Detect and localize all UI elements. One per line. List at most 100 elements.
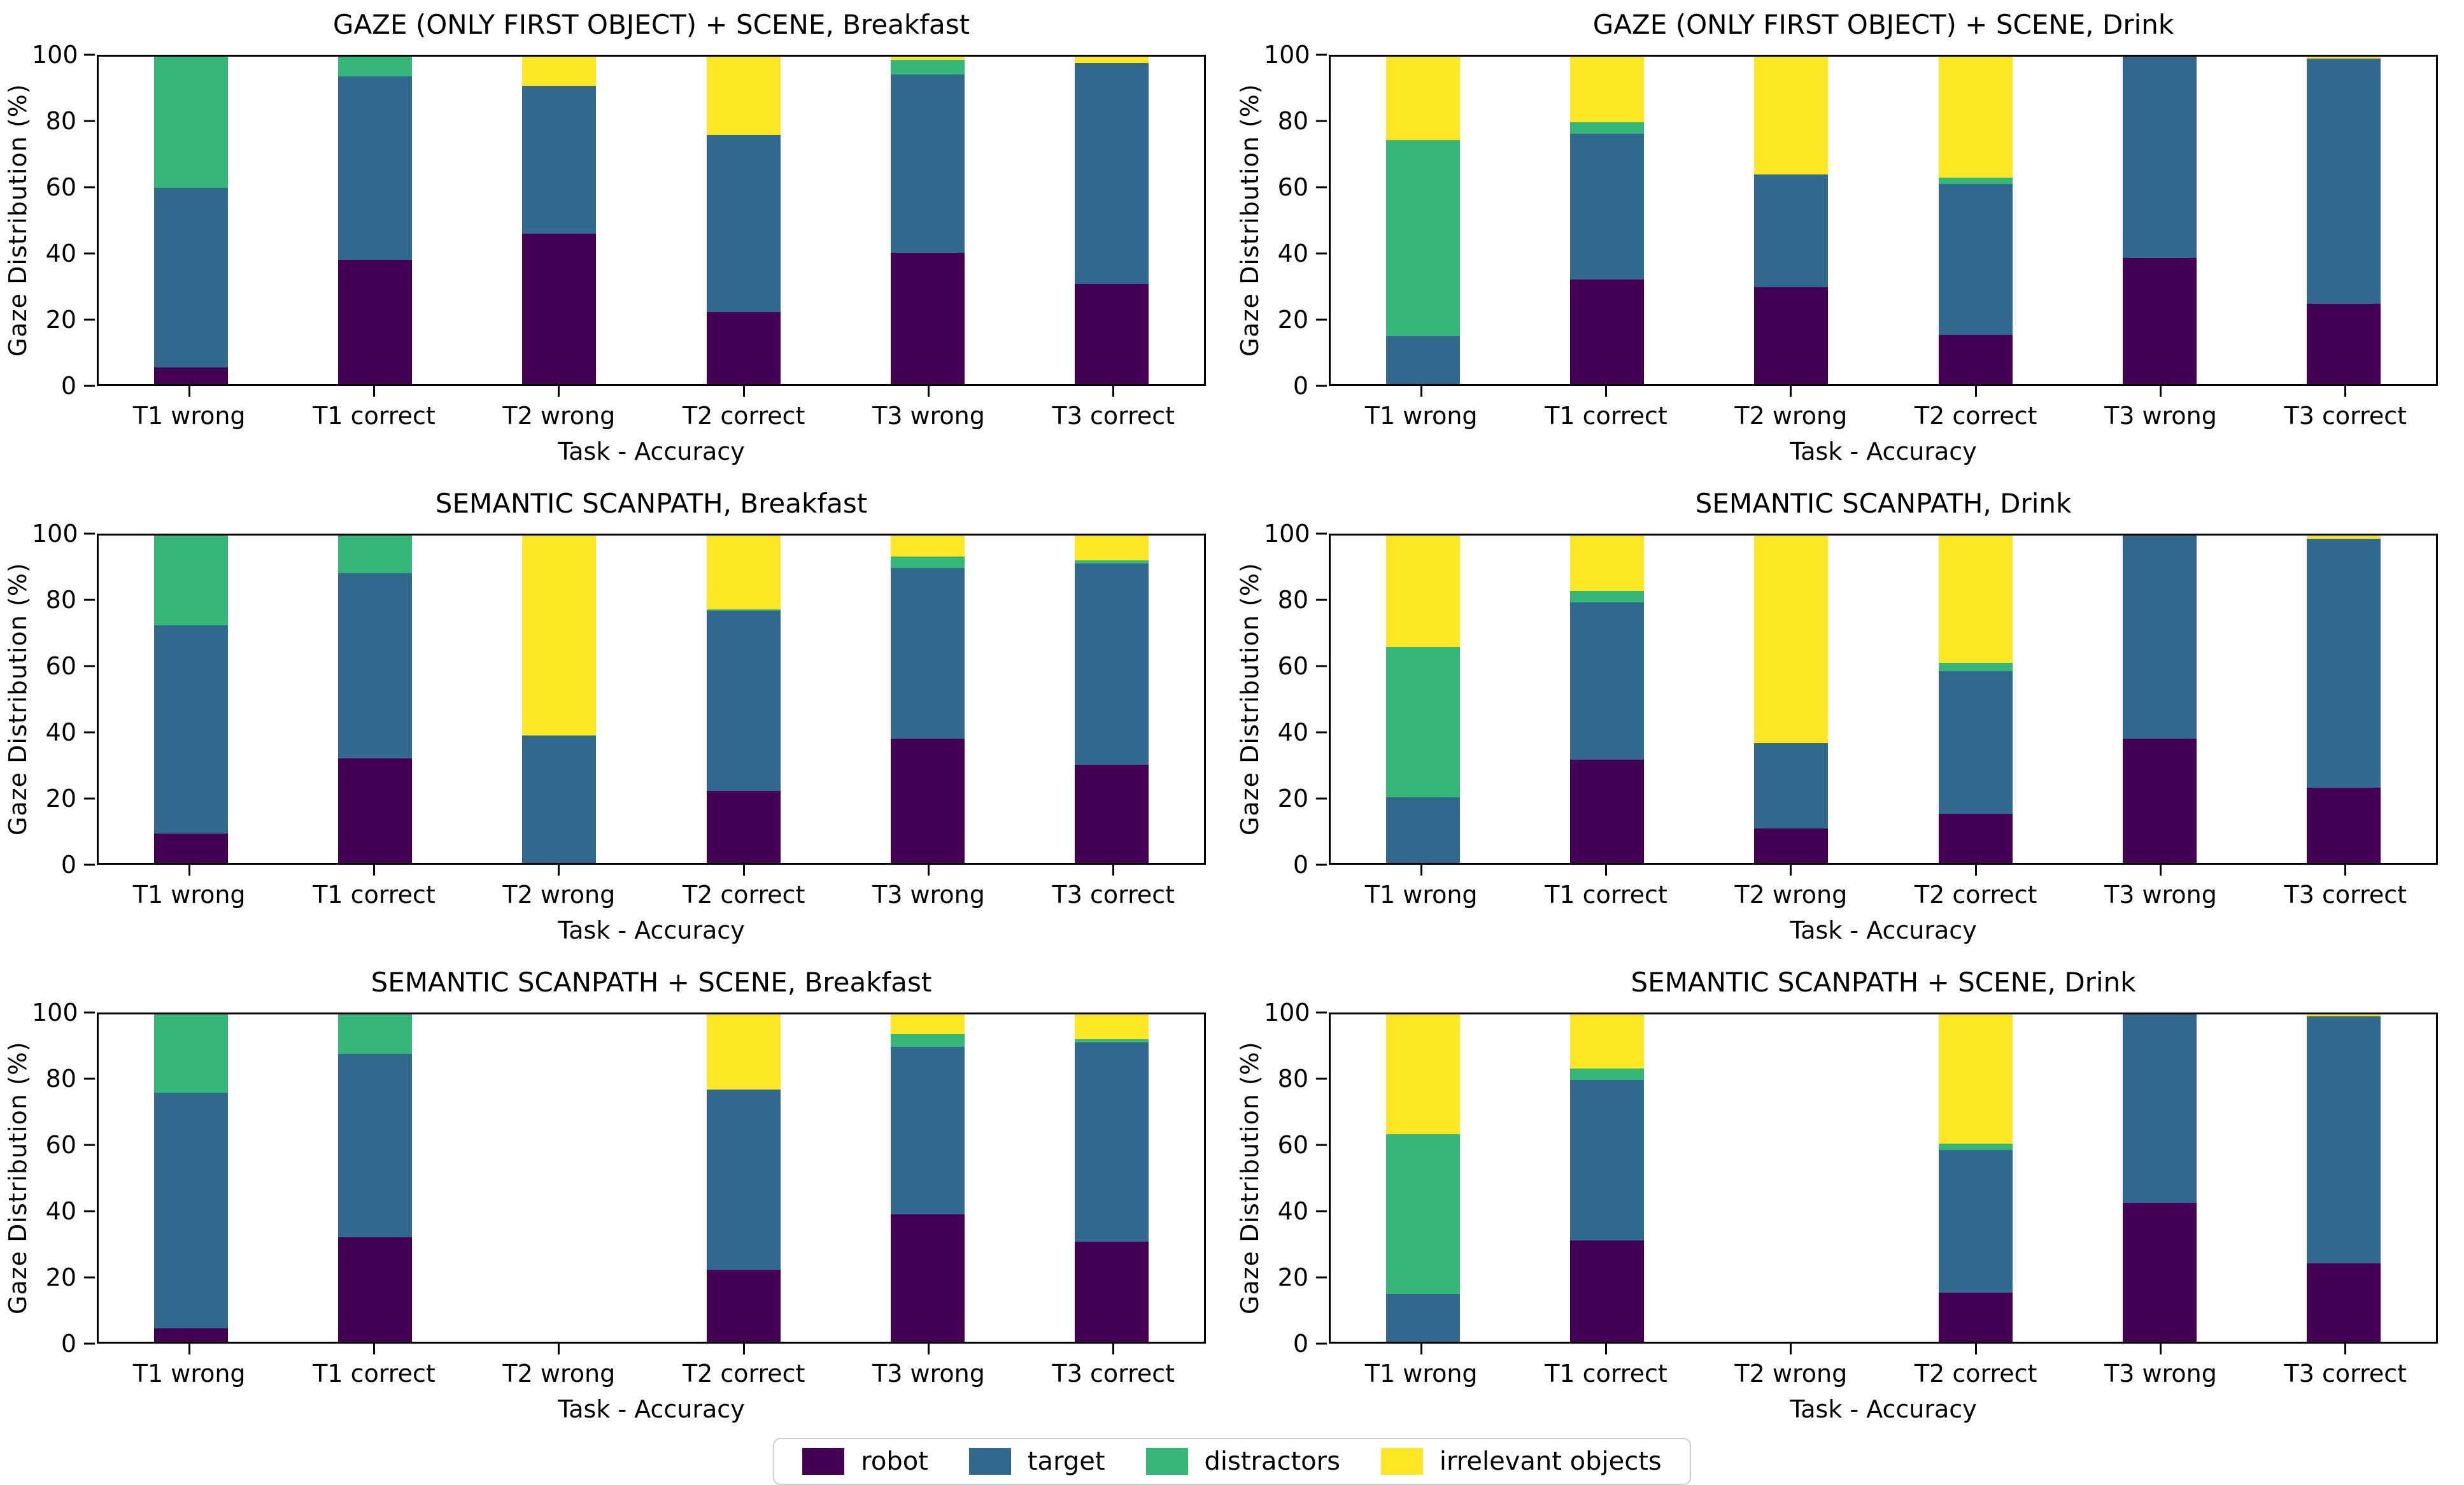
x-tick-mark bbox=[372, 1344, 375, 1354]
bar-segment-robot bbox=[338, 758, 412, 863]
bar-segment-robot bbox=[1938, 334, 2013, 384]
x-tick-marks bbox=[97, 1344, 1206, 1354]
bar-slot bbox=[651, 1014, 835, 1342]
bar-segment-robot bbox=[891, 253, 965, 384]
x-tick-label: T1 correct bbox=[313, 881, 435, 909]
chart-body: Gaze Distribution (%) 0 20 40 60 80 100 bbox=[4, 1000, 1206, 1356]
x-tick-label: T2 correct bbox=[682, 402, 805, 430]
x-tick-marks bbox=[97, 386, 1206, 397]
y-tick-mark bbox=[84, 797, 95, 800]
x-tick-mark bbox=[927, 1344, 930, 1354]
y-tick-label: 20 bbox=[1277, 785, 1308, 813]
bar-segment-target bbox=[891, 1047, 965, 1214]
y-tick-mark bbox=[1316, 120, 1327, 122]
x-tick-slot bbox=[1883, 865, 2068, 876]
y-tick-mark bbox=[84, 120, 95, 122]
bar-segment-robot bbox=[1075, 284, 1149, 384]
x-tick-label: T1 wrong bbox=[1364, 1360, 1478, 1388]
y-tick-label: 0 bbox=[60, 372, 76, 400]
chart-title: GAZE (ONLY FIRST OBJECT) + SCENE, Drink bbox=[1592, 9, 2174, 40]
x-tick-mark bbox=[2344, 1344, 2347, 1354]
x-tick-label: T3 correct bbox=[2284, 1360, 2407, 1388]
y-tick-mark bbox=[84, 1210, 95, 1212]
x-tick-label: T2 correct bbox=[1914, 881, 2037, 909]
y-tick-label: 100 bbox=[32, 520, 78, 548]
x-tick-label: T2 wrong bbox=[1734, 881, 1848, 909]
stacked-bar bbox=[1754, 57, 1829, 384]
x-tick-slot bbox=[2253, 386, 2438, 397]
bar-segment-distractors bbox=[1385, 1133, 1460, 1295]
bar-slot bbox=[1020, 536, 1204, 863]
bar-segment-irrelevant bbox=[891, 57, 965, 60]
bar-slot bbox=[283, 536, 467, 863]
bar-segment-target bbox=[706, 611, 781, 791]
x-tick-slot bbox=[651, 386, 836, 397]
x-tick-label: T3 wrong bbox=[872, 402, 985, 430]
x-tick-mark bbox=[2159, 865, 2162, 876]
bar-segment-robot bbox=[891, 738, 965, 863]
stacked-bar bbox=[2123, 57, 2197, 384]
legend-item-robot: robot bbox=[802, 1447, 928, 1476]
bar-segment-distractors bbox=[1075, 1039, 1149, 1042]
y-tick-mark bbox=[1316, 665, 1327, 667]
legend-swatch-distractors bbox=[1145, 1448, 1188, 1475]
bar-segment-target bbox=[1385, 1294, 1460, 1342]
y-tick-mark bbox=[1316, 797, 1327, 800]
stacked-bar bbox=[1385, 57, 1460, 384]
x-tick-mark bbox=[1974, 386, 1977, 397]
x-tick-mark bbox=[1790, 865, 1792, 876]
y-tick-mark bbox=[1316, 599, 1327, 601]
x-tick-label: T1 wrong bbox=[132, 402, 246, 430]
bar-slot bbox=[1883, 1014, 2067, 1342]
y-axis-label: Gaze Distribution (%) bbox=[1236, 562, 1264, 836]
stacked-bar bbox=[338, 536, 412, 863]
bar-segment-target bbox=[891, 75, 965, 253]
stacked-bar bbox=[1385, 536, 1460, 863]
bar-segment-irrelevant bbox=[1570, 536, 1644, 592]
bar-slot bbox=[1699, 1014, 1883, 1342]
y-tick-mark bbox=[84, 1342, 95, 1345]
x-tick-label: T3 correct bbox=[1052, 881, 1175, 909]
x-tick-slot bbox=[1513, 1344, 1698, 1354]
x-tick-slot bbox=[1513, 386, 1698, 397]
bar-slot bbox=[1331, 1014, 1515, 1342]
bar-slot bbox=[835, 1014, 1019, 1342]
x-tick-marks bbox=[1329, 1344, 2438, 1354]
y-tick-mark bbox=[84, 252, 95, 255]
bar-segment-robot bbox=[1754, 287, 1829, 384]
x-tick-label: T1 correct bbox=[313, 402, 435, 430]
x-tick-label: T3 wrong bbox=[2104, 1360, 2217, 1388]
bar-segment-irrelevant bbox=[891, 1014, 965, 1034]
bar-slot bbox=[467, 536, 651, 863]
bar-segment-irrelevant bbox=[1938, 1014, 2013, 1144]
x-tick-slot bbox=[1883, 386, 2068, 397]
stacked-bar bbox=[891, 57, 965, 384]
bar-slot bbox=[1699, 536, 1883, 863]
bar-segment-irrelevant bbox=[1938, 57, 2013, 178]
chart-body: Gaze Distribution (%) 0 20 40 60 80 100 bbox=[4, 43, 1206, 398]
stacked-bar bbox=[1570, 1014, 1644, 1342]
bar-segment-distractors bbox=[338, 57, 412, 76]
bar-segment-target bbox=[2123, 536, 2197, 739]
y-tick-mark bbox=[84, 1144, 95, 1146]
bar-segment-target bbox=[338, 1053, 412, 1237]
x-tick-marks bbox=[97, 865, 1206, 876]
y-tick-label: 80 bbox=[1277, 1065, 1308, 1093]
plot-area bbox=[97, 55, 1206, 386]
x-tick-mark bbox=[1420, 865, 1422, 876]
bar-segment-distractors bbox=[1938, 663, 2013, 672]
bar-segment-distractors bbox=[891, 60, 965, 75]
x-tick-label: T3 correct bbox=[1052, 1360, 1175, 1388]
bar-segment-irrelevant bbox=[1075, 1014, 1149, 1039]
stacked-bar bbox=[1938, 1014, 2013, 1342]
bar-segment-target bbox=[706, 1090, 781, 1270]
bar-segment-irrelevant bbox=[2307, 536, 2381, 539]
x-tick-slot bbox=[281, 1344, 466, 1354]
y-tick-label: 60 bbox=[45, 1131, 76, 1159]
y-tick-label: 40 bbox=[45, 239, 76, 267]
x-tick-labels: T1 wrong T1 correct T2 wrong T2 correct T3 w… bbox=[1329, 1354, 2438, 1388]
y-tick-label: 60 bbox=[1277, 652, 1308, 680]
y-tick-mark bbox=[1316, 1144, 1327, 1146]
x-tick-label: T3 correct bbox=[2284, 402, 2407, 430]
x-tick-label: T2 wrong bbox=[1734, 402, 1848, 430]
